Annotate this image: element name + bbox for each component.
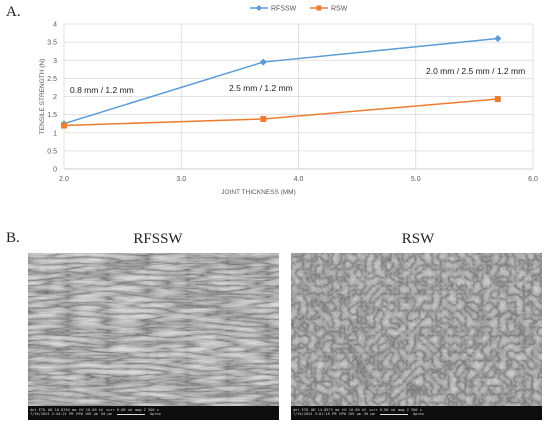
micrograph-texture-rfssw xyxy=(28,253,279,406)
databar-scale: 50 µm xyxy=(100,412,112,417)
y-tick-label: 3 xyxy=(53,58,57,65)
y-tick-label: 4 xyxy=(53,22,57,29)
scale-bar xyxy=(116,413,145,415)
y-tick-label: 1 xyxy=(53,130,57,137)
y-axis-title: TENSILE STRENGTH (N) xyxy=(39,59,46,134)
legend-marker-rsw xyxy=(316,5,322,11)
legend-label-rsw: RSW xyxy=(331,6,348,13)
micrograph-rsw: det ETD WD 14.8973 mm HV 10.00 kV curr 0.80… xyxy=(291,253,542,420)
tensile-strength-chart: 0 0.5 1 1.5 2 2.5 3 3.5 4 2.0 3.0 4.0 5.0 6.0 JOINT TH… xyxy=(39,5,538,196)
databar-date: 7/26/2024 3:01:18 PM xyxy=(293,412,337,417)
data-point-rfssw xyxy=(494,35,502,42)
x-tick-label: 2.0 xyxy=(59,176,69,183)
databar-date: 7/26/2024 2:44:21 PM xyxy=(30,412,74,417)
databar-hfw: HFW 166 µm xyxy=(76,412,98,417)
data-point-rsw xyxy=(61,122,67,129)
x-tick-label: 6.0 xyxy=(528,176,538,183)
scale-bar xyxy=(379,413,408,415)
databar-hfw: HFW 166 µm xyxy=(339,412,361,417)
databar-brand: Apreo xyxy=(412,412,424,417)
panel-label-b: B. xyxy=(6,230,20,246)
data-point-rsw xyxy=(260,115,267,122)
databar-mag: mag 2 500 x xyxy=(398,408,422,412)
micrograph-title-rsw: RSW xyxy=(401,231,435,247)
micrograph-databar-rsw: det ETD WD 14.8973 mm HV 10.00 kV curr 0.80… xyxy=(291,406,542,420)
panel-label-a: A. xyxy=(6,4,21,20)
y-tick-label: 1.5 xyxy=(47,112,57,119)
x-tick-label: 5.0 xyxy=(411,176,421,183)
micrograph-databar-rfssw: det ETD WD 18.8764 mm HV 10.00 kV curr 0.80… xyxy=(28,406,279,420)
series-line-rfssw xyxy=(63,37,498,125)
databar-wd: WD 14.8973 mm xyxy=(311,408,340,412)
databar-curr: curr 0.80 nA xyxy=(106,408,133,412)
databar-mag: mag 2 500 x xyxy=(135,408,159,412)
y-tick-label: 2 xyxy=(53,94,57,101)
micrograph-title-rfssw: RFSSW xyxy=(133,231,183,247)
data-point-rsw xyxy=(494,96,501,103)
micrograph-texture-rsw xyxy=(291,253,542,406)
legend-label-rfssw: RFSSW xyxy=(271,6,297,13)
databar-det: det ETD xyxy=(293,408,309,412)
y-tick-label: 3.5 xyxy=(47,40,57,47)
databar-wd: WD 18.8764 mm xyxy=(48,408,77,412)
databar-curr: curr 0.80 nA xyxy=(369,408,396,412)
databar-hv: HV 10.00 kV xyxy=(79,408,104,412)
databar-scale: 50 µm xyxy=(363,412,375,417)
y-tick-label: 0 xyxy=(53,167,57,174)
y-tick-label: 2.5 xyxy=(47,76,57,83)
chart-annotation: 2.5 mm / 1.2 mm xyxy=(229,83,293,93)
chart-annotation: 0.8 mm / 1.2 mm xyxy=(70,85,134,95)
y-tick-label: 0.5 xyxy=(47,148,57,155)
legend-marker-rfssw xyxy=(256,5,262,11)
chart-annotation: 2.0 mm / 2.5 mm / 1.2 mm xyxy=(426,66,525,76)
data-point-rfssw xyxy=(259,58,267,66)
x-tick-label: 3.0 xyxy=(176,176,186,183)
databar-brand: Apreo xyxy=(149,412,161,417)
micrograph-rfssw: det ETD WD 18.8764 mm HV 10.00 kV curr 0.80… xyxy=(28,253,279,420)
x-axis-title: JOINT THICKNESS (MM) xyxy=(221,189,296,196)
x-tick-label: 4.0 xyxy=(294,176,304,183)
databar-det: det ETD xyxy=(30,408,46,412)
databar-hv: HV 10.00 kV xyxy=(342,408,367,412)
